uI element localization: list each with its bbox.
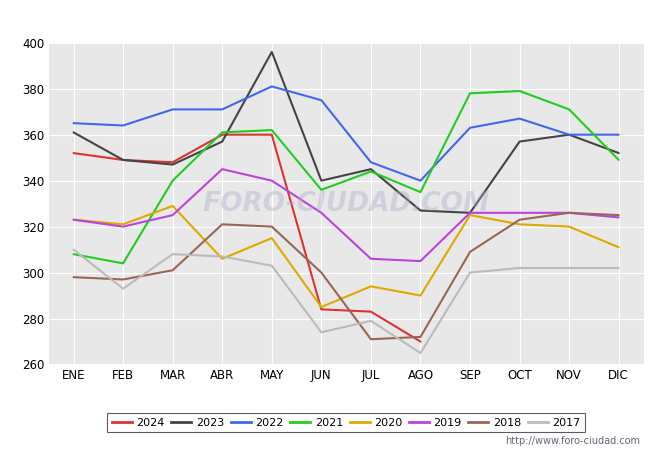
Text: http://www.foro-ciudad.com: http://www.foro-ciudad.com: [505, 436, 640, 446]
Text: FORO-CIUDAD.COM: FORO-CIUDAD.COM: [203, 191, 489, 216]
Legend: 2024, 2023, 2022, 2021, 2020, 2019, 2018, 2017: 2024, 2023, 2022, 2021, 2020, 2019, 2018…: [107, 414, 585, 432]
Text: Afiliados en Dílar a 31/5/2024: Afiliados en Dílar a 31/5/2024: [191, 7, 459, 25]
